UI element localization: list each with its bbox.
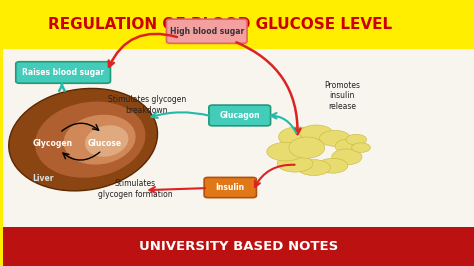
Ellipse shape — [64, 115, 136, 165]
Ellipse shape — [352, 143, 370, 152]
Ellipse shape — [318, 158, 348, 173]
Ellipse shape — [267, 142, 304, 161]
FancyBboxPatch shape — [3, 227, 474, 266]
Text: Raises blood sugar: Raises blood sugar — [22, 68, 104, 77]
Text: Stimulates
glycogen formation: Stimulates glycogen formation — [98, 179, 172, 198]
Ellipse shape — [277, 155, 313, 172]
Text: UNIVERSITY BASED NOTES: UNIVERSITY BASED NOTES — [139, 240, 338, 253]
Ellipse shape — [35, 102, 146, 178]
FancyBboxPatch shape — [3, 0, 474, 49]
Ellipse shape — [319, 130, 351, 146]
Text: Promotes
insulin
release: Promotes insulin release — [324, 81, 360, 111]
Ellipse shape — [297, 160, 330, 176]
Ellipse shape — [335, 139, 364, 154]
Text: Insulin: Insulin — [216, 183, 245, 192]
FancyBboxPatch shape — [16, 62, 110, 83]
Text: REGULATION OF BLOOD GLUCOSE LEVEL: REGULATION OF BLOOD GLUCOSE LEVEL — [48, 17, 392, 32]
Text: High blood sugar: High blood sugar — [170, 27, 244, 36]
Ellipse shape — [9, 88, 157, 191]
Ellipse shape — [300, 125, 333, 141]
FancyBboxPatch shape — [209, 105, 271, 126]
Ellipse shape — [332, 149, 362, 165]
Text: Glucagon: Glucagon — [219, 111, 260, 120]
Ellipse shape — [289, 137, 325, 158]
FancyBboxPatch shape — [3, 49, 474, 227]
Text: Glycogen: Glycogen — [32, 139, 73, 148]
Text: Stimulates glycogen
breakdown: Stimulates glycogen breakdown — [108, 95, 186, 115]
Ellipse shape — [346, 134, 366, 145]
Ellipse shape — [85, 125, 128, 157]
Ellipse shape — [279, 127, 316, 147]
Text: Liver: Liver — [32, 174, 54, 183]
FancyBboxPatch shape — [166, 19, 247, 43]
Text: Glucose: Glucose — [87, 139, 121, 148]
FancyBboxPatch shape — [204, 177, 256, 198]
